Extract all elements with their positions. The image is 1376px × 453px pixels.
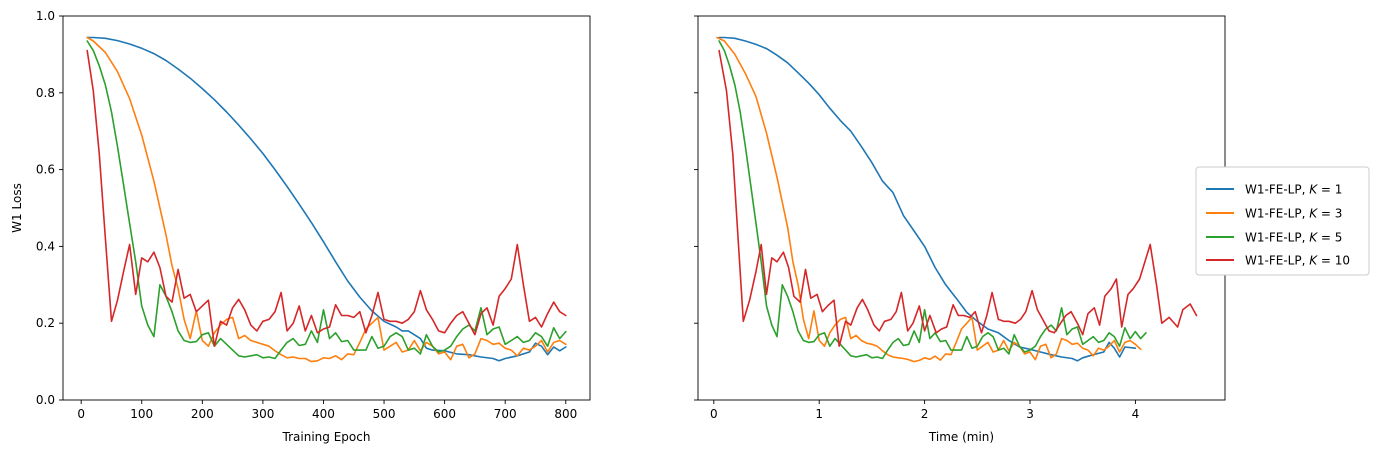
legend-entry: W1-FE-LP, K = 3 [1206, 207, 1342, 221]
x-tick-label: 0 [77, 407, 85, 421]
series-line-k3 [86, 36, 567, 363]
x-tick-label: 4 [1132, 407, 1140, 421]
legend: W1-FE-LP, K = 1 W1-FE-LP, K = 3 W1-FE-LP… [1195, 166, 1370, 276]
x-tick-label: 200 [191, 407, 214, 421]
x-tick-label: 2 [921, 407, 929, 421]
y-tick-label: 1.0 [36, 9, 55, 23]
x-tick-label: 300 [251, 407, 274, 421]
x-tick-label: 0 [710, 407, 718, 421]
series-group [716, 36, 1198, 363]
y-tick-label: 0.6 [36, 163, 55, 177]
right-plot-panel: 0 1 2 3 4 Time (min) [694, 15, 1226, 444]
legend-entry: W1-FE-LP, K = 5 [1206, 231, 1342, 245]
series-line-k3 [716, 36, 1142, 363]
y-tick-label: 0.0 [36, 393, 55, 407]
x-tick-label: 500 [373, 407, 396, 421]
axes-frame [62, 15, 591, 401]
x-tick-label: 100 [130, 407, 153, 421]
x-tick-label: 3 [1026, 407, 1034, 421]
series-line-k10 [718, 49, 1198, 347]
legend-label-k10: W1-FE-LP, K = 10 [1245, 254, 1350, 268]
y-axis-label: W1 Loss [10, 183, 24, 233]
y-tick-label: 0.8 [36, 86, 55, 100]
series-line-k1 [86, 36, 567, 362]
x-tick-label: 700 [494, 407, 517, 421]
y-tick-label: 0.2 [36, 316, 55, 330]
series-line-k10 [86, 49, 567, 347]
x-axis-label: Training Epoch [282, 430, 371, 444]
x-tick-label: 1 [815, 407, 823, 421]
series-group [86, 36, 567, 363]
x-axis-label: Time (min) [928, 430, 994, 444]
series-line-k1 [718, 36, 1137, 362]
legend-label-k1: W1-FE-LP, K = 1 [1245, 183, 1342, 197]
x-tick-label: 800 [554, 407, 577, 421]
legend-frame [1195, 166, 1370, 276]
series-line-k5 [718, 40, 1147, 360]
legend-entry: W1-FE-LP, K = 10 [1206, 254, 1350, 268]
y-tick-label: 0.4 [36, 239, 55, 253]
legend-label-k5: W1-FE-LP, K = 5 [1245, 231, 1342, 245]
left-plot-panel: 0 100 200 300 400 500 600 700 800 0.0 0.2 0.4 0.6 0.8… [10, 9, 591, 444]
x-tick-label: 600 [433, 407, 456, 421]
legend-label-k3: W1-FE-LP, K = 3 [1245, 207, 1342, 221]
legend-entry: W1-FE-LP, K = 1 [1206, 183, 1342, 197]
x-tick-label: 400 [312, 407, 335, 421]
series-line-k5 [86, 40, 567, 360]
